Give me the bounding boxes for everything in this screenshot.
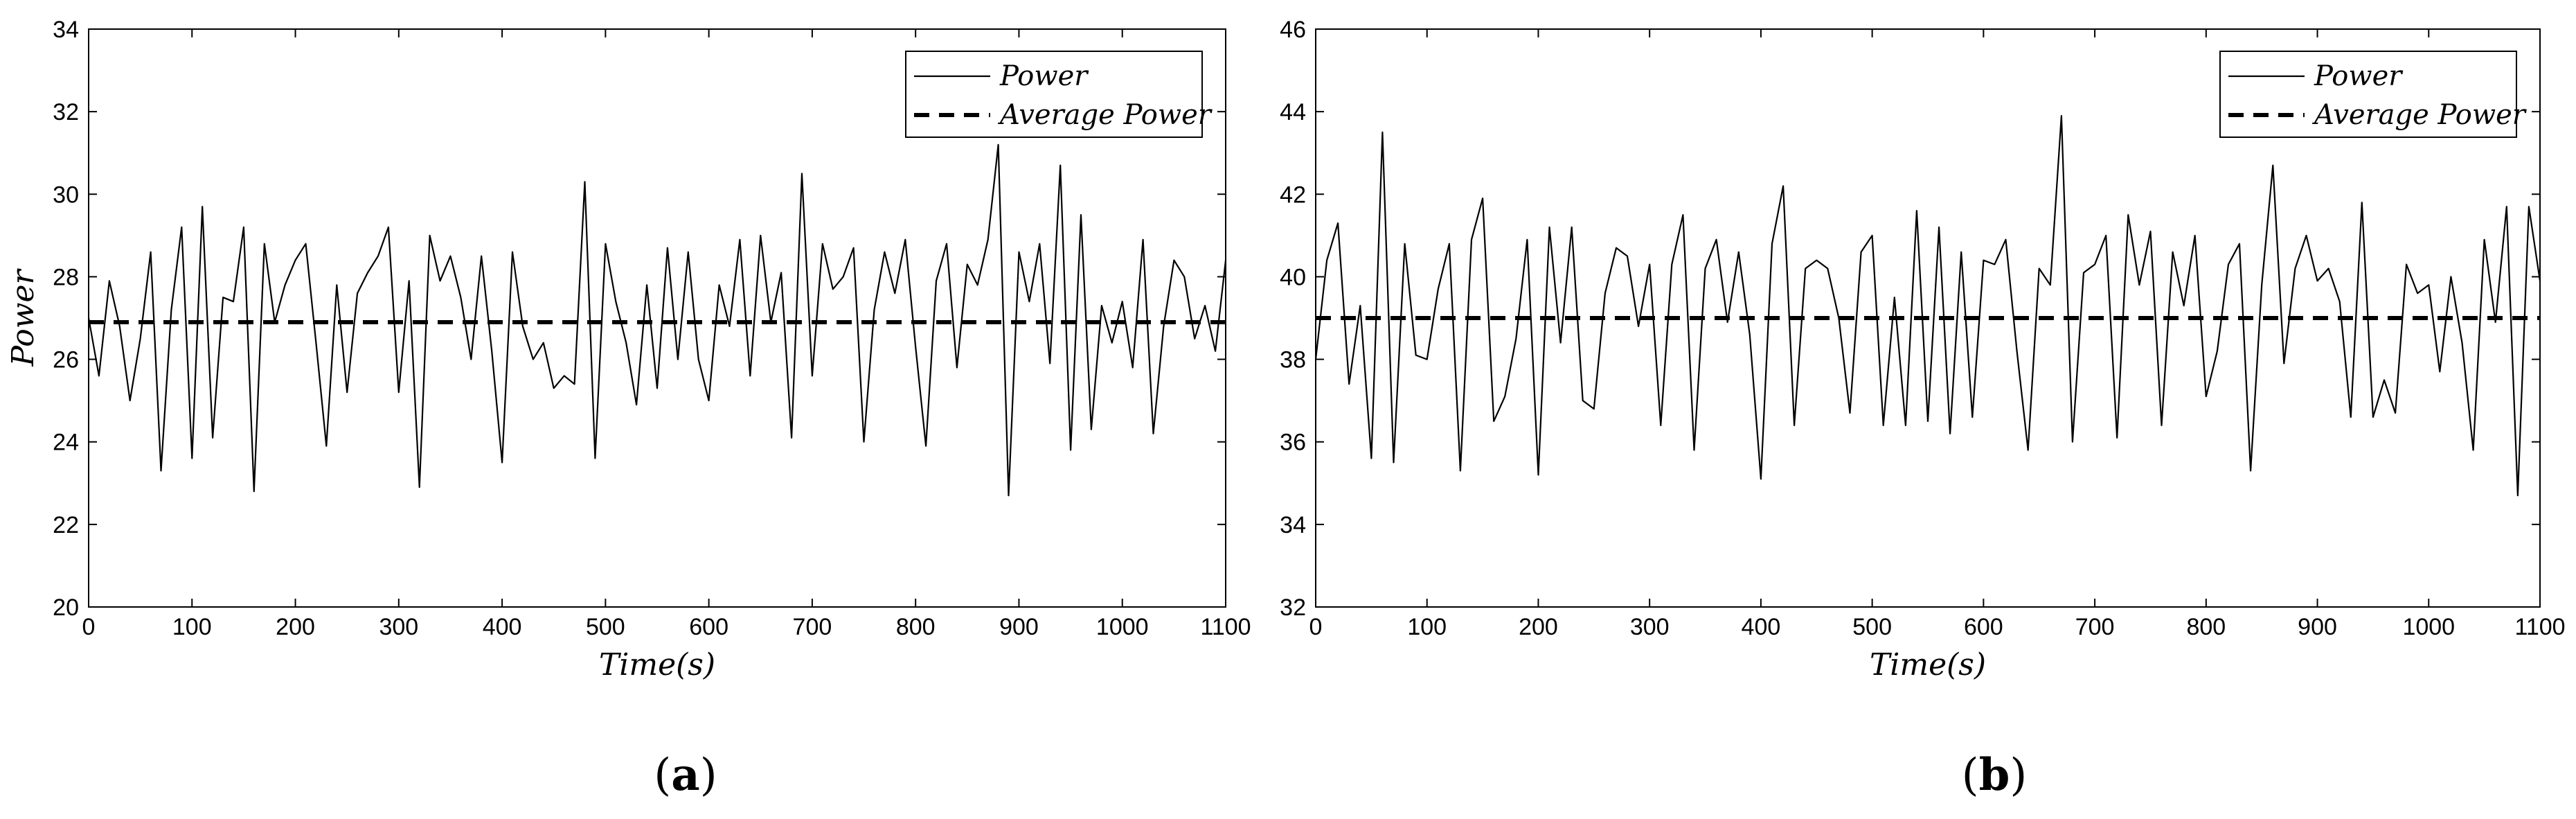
legend-label: Average Power (997, 99, 1213, 131)
legend-label: Power (2314, 60, 2404, 92)
y-tick-label: 34 (1280, 512, 1306, 538)
panel-label: (a) (654, 749, 717, 801)
legend-box (905, 51, 1203, 138)
chart-panel-b: 0 100 200 300 400 500 600 700 800 900 1000 1100 32 34… (1280, 17, 2565, 801)
x-tick-label: 200 (276, 614, 315, 640)
x-tick-label: 1100 (1200, 614, 1251, 640)
x-axis-label: Time(s) (1870, 647, 1986, 682)
x-tick-label: 900 (2298, 614, 2337, 640)
legend-label: Power (999, 60, 1089, 92)
x-tick-label: 900 (999, 614, 1039, 640)
x-tick-label: 300 (1630, 614, 1670, 640)
y-tick-label: 26 (53, 347, 79, 373)
y-tick-label: 36 (1280, 430, 1306, 456)
x-tick-label: 1100 (2514, 614, 2565, 640)
x-tick-label: 800 (896, 614, 936, 640)
x-tick-label: 700 (2075, 614, 2115, 640)
x-tick-label: 1000 (1096, 614, 1149, 640)
y-tick-label: 20 (53, 595, 79, 621)
x-tick-label: 500 (1852, 614, 1892, 640)
panel-label: (b) (1962, 749, 2028, 801)
y-tick-label: 32 (53, 99, 79, 125)
legend-label: Average Power (2311, 99, 2528, 131)
x-tick-label: 500 (586, 614, 625, 640)
x-tick-label: 0 (1309, 614, 1323, 640)
x-tick-label: 400 (1742, 614, 1781, 640)
x-tick-label: 600 (689, 614, 728, 640)
y-tick-label: 34 (53, 17, 79, 43)
x-tick-label: 0 (82, 614, 96, 640)
x-axis-label: Time(s) (599, 647, 715, 682)
y-tick-label: 46 (1280, 17, 1306, 43)
x-tick-label: 1000 (2402, 614, 2455, 640)
y-tick-label: 22 (53, 512, 79, 538)
x-tick-label: 400 (483, 614, 522, 640)
y-tick-label: 44 (1280, 99, 1306, 125)
y-tick-label: 40 (1280, 264, 1306, 290)
x-tick-label: 100 (1407, 614, 1447, 640)
x-tick-label: 700 (793, 614, 832, 640)
legend-box (2219, 51, 2517, 138)
y-axis-label: Power (6, 268, 41, 367)
chart-panel-a: 0 100 200 300 400 500 600 700 800 900 1000 1100 20 22… (6, 17, 1251, 801)
y-tick-label: 38 (1280, 347, 1306, 373)
x-tick-label: 800 (2186, 614, 2226, 640)
y-tick-label: 32 (1280, 595, 1306, 621)
series-line-power (1316, 115, 2540, 497)
series-line-power (89, 143, 1226, 497)
x-tick-label: 100 (172, 614, 212, 640)
y-tick-label: 30 (53, 182, 79, 208)
x-tick-label: 600 (1964, 614, 2003, 640)
x-tick-label: 200 (1519, 614, 1558, 640)
y-tick-label: 28 (53, 264, 79, 290)
y-tick-label: 42 (1280, 182, 1306, 208)
y-tick-label: 24 (53, 430, 79, 456)
x-tick-label: 300 (379, 614, 418, 640)
